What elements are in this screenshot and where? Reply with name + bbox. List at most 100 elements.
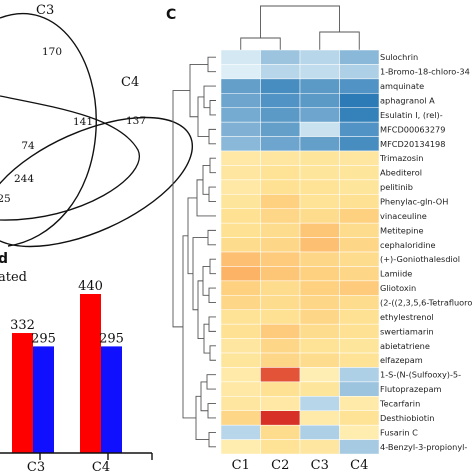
heatmap-cell — [260, 381, 301, 397]
heatmap-row-label: Flutoprazepam — [380, 384, 442, 394]
heatmap-cell — [260, 424, 301, 440]
heatmap-cell — [339, 121, 380, 137]
heatmap-row-label: Phenylac-gln-OH — [380, 197, 448, 207]
bar-value-label: 332 — [10, 318, 35, 333]
heatmap-cell — [220, 266, 261, 282]
heatmap-cell — [220, 338, 261, 354]
heatmap-cell — [260, 64, 301, 80]
dendrogram-branch — [208, 287, 216, 303]
heatmap-cell — [339, 64, 380, 80]
heatmap-row-label: Abediterol — [380, 168, 422, 178]
heatmap-cell — [260, 150, 301, 166]
heatmap-cell — [260, 165, 301, 181]
heatmap-cell — [260, 410, 301, 426]
heatmap-cell — [299, 309, 340, 325]
heatmap-cell — [299, 179, 340, 195]
venn-region-value: 170 — [42, 46, 62, 58]
dendrogram-branch — [207, 56, 216, 73]
heatmap-cell — [339, 194, 380, 209]
dendrogram-branch — [189, 63, 208, 118]
heatmap-column-label: C1 — [232, 458, 250, 473]
heatmap-cell — [339, 352, 380, 368]
heatmap-cell — [339, 107, 380, 123]
heatmap-cell — [260, 280, 301, 296]
heatmap-row-label: Sulochrin — [380, 52, 418, 62]
heatmap-cell — [260, 194, 301, 209]
heatmap-cell — [260, 352, 301, 368]
heatmap-cell — [299, 295, 340, 310]
heatmap-cell — [299, 222, 340, 238]
heatmap-cell — [220, 93, 261, 108]
dendrogram-branch — [192, 237, 208, 311]
bar — [12, 333, 33, 453]
heatmap-cell — [299, 165, 340, 181]
dendrogram-branch — [182, 235, 196, 419]
heatmap-cell — [260, 93, 301, 108]
dendrogram-branch — [207, 403, 216, 419]
heatmap-row-label: swertiamarin — [380, 326, 434, 336]
venn-region-value: 141 — [73, 116, 93, 128]
heatmap-row-label: amquinate — [380, 81, 424, 91]
heatmap-cell — [299, 352, 340, 368]
heatmap-column-label: C4 — [350, 458, 368, 473]
dendrogram-branch — [209, 100, 216, 116]
heatmap-cell — [220, 121, 261, 137]
dendrogram-branch — [208, 128, 216, 145]
heatmap-cell — [339, 381, 380, 397]
heatmap-cell — [299, 237, 340, 253]
row-dendrogram — [172, 56, 216, 448]
venn-ellipse-c3 — [0, 12, 97, 247]
dendrogram-branch — [260, 5, 340, 38]
dendrogram-branch — [195, 395, 209, 441]
venn-ellipse-c4 — [0, 116, 194, 248]
heatmap-row-label: Trimazosin — [379, 153, 423, 163]
heatmap-cell — [260, 396, 301, 412]
heatmap-cell — [299, 121, 340, 137]
bar-panel-letter: d — [0, 251, 8, 267]
heatmap-cell — [220, 280, 261, 296]
heatmap-cell — [220, 208, 261, 224]
bar — [101, 346, 122, 453]
heatmap-cell — [260, 295, 301, 310]
heatmap-cell — [339, 367, 380, 383]
dendrogram-branch — [208, 186, 216, 202]
heatmap-cell — [299, 280, 340, 296]
heatmap-row-label: Metitepine — [380, 225, 424, 235]
heatmap-cell — [299, 381, 340, 397]
heatmap-cell — [299, 208, 340, 224]
heatmap-row-label: (2-((2,3,5,6-Tetrafluoro — [380, 298, 472, 308]
heatmap-cell — [220, 295, 261, 310]
heatmap-cell — [220, 194, 261, 209]
heatmap-row-label: Esulatin I, (rel)- — [380, 110, 443, 120]
heatmap-row-label: MFCD00063279 — [380, 124, 445, 134]
heatmap-row-label: Tecarfarin — [379, 399, 420, 409]
heatmap-cell — [220, 179, 261, 195]
heatmap-cell — [299, 410, 340, 426]
heatmap-row-label: vinaceuline — [380, 211, 427, 221]
heatmap-cell — [299, 64, 340, 80]
venn-region-value: 74 — [21, 140, 35, 152]
dendrogram-branch — [240, 37, 281, 50]
heatmap-row-label: elfazepam — [380, 355, 423, 365]
venn-region-value: 244 — [14, 173, 34, 185]
dendrogram-branch — [319, 31, 360, 50]
heatmap-cell — [220, 49, 261, 65]
heatmap-cell — [299, 439, 340, 455]
heatmap-row-label: 4-Benzyl-3-propionyl- — [380, 442, 467, 452]
heatmap-cell — [339, 266, 380, 282]
heatmap-cell — [260, 121, 301, 137]
heatmap-cell — [260, 237, 301, 253]
heatmap-cell — [299, 338, 340, 354]
column-dendrogram — [240, 5, 360, 50]
heatmap-cell — [339, 78, 380, 94]
venn-ellipse-inner — [0, 95, 140, 221]
heatmap-row-label: ethylestrenol — [380, 312, 434, 322]
heatmap-row-label: abietatriene — [380, 341, 430, 351]
heatmap-cell — [260, 309, 301, 325]
heatmap-row-label: Lamiide — [380, 269, 412, 279]
heatmap-cell — [339, 251, 380, 267]
heatmap-cell — [339, 237, 380, 253]
heatmap-cell — [339, 165, 380, 181]
